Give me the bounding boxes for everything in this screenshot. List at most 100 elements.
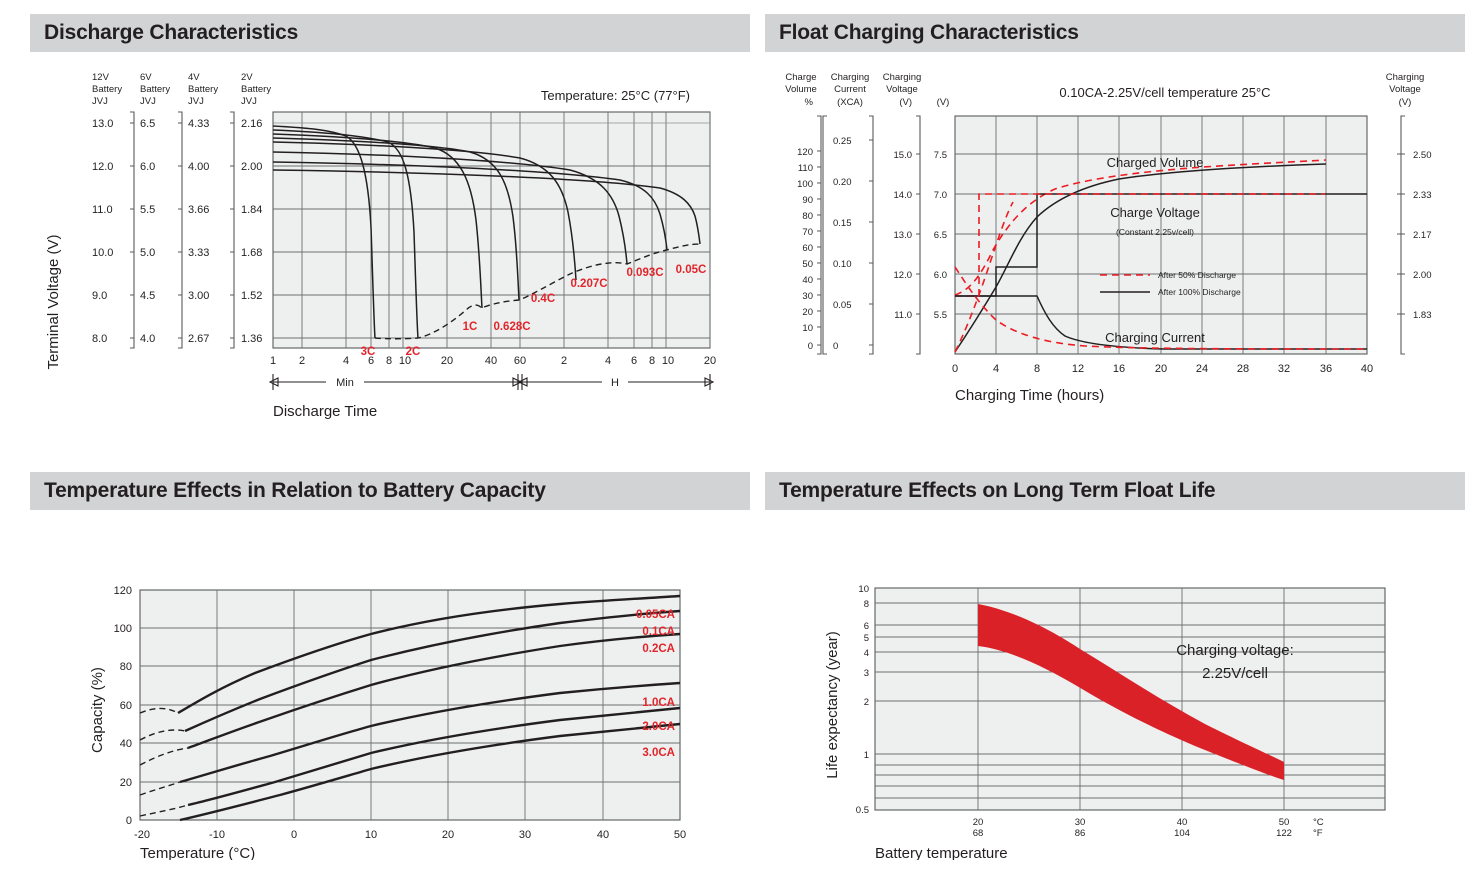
svg-text:6.0: 6.0 — [934, 270, 947, 281]
svg-text:40: 40 — [597, 829, 609, 841]
svg-text:0.628C: 0.628C — [493, 321, 530, 333]
svg-text:0.093C: 0.093C — [626, 267, 663, 279]
svg-text:80: 80 — [120, 661, 132, 673]
svg-text:JVJ: JVJ — [140, 96, 156, 107]
svg-text:(V): (V) — [1399, 97, 1412, 108]
svg-text:1.52: 1.52 — [241, 290, 262, 302]
svg-text:50: 50 — [802, 259, 813, 270]
svg-text:0.25: 0.25 — [833, 136, 852, 147]
panel-discharge: Discharge Characteristics Terminal Volta… — [30, 14, 750, 454]
scale-charging-voltage-6v: (V) 7.5 7.0 6.5 6.0 5.5 — [934, 97, 950, 321]
voltage-scale-4v: 4V Battery JVJ 4.33 4.00 3.66 3.33 3.00 … — [188, 72, 235, 349]
curve-labels-temp-capacity: 0.05CA 0.1CA 0.2CA 1.0CA 2.0CA 3.0CA — [636, 609, 675, 759]
svg-text:8: 8 — [864, 599, 869, 610]
scale-charging-voltage-12v: Charging Voltage (V) 15.0 14.0 13.0 12.0… — [883, 72, 922, 355]
svg-text:8: 8 — [386, 355, 392, 367]
svg-text:0.05: 0.05 — [833, 300, 852, 311]
svg-text:12V: 12V — [92, 72, 110, 83]
axis-label-capacity: Capacity (%) — [89, 667, 106, 753]
chart-temp-capacity: Capacity (%) — [30, 510, 750, 860]
svg-text:Charging: Charging — [883, 72, 922, 83]
svg-text:(V): (V) — [937, 97, 950, 108]
svg-text:(V): (V) — [899, 97, 912, 108]
svg-text:12: 12 — [1072, 363, 1084, 375]
svg-text:50: 50 — [1279, 817, 1290, 828]
panel-float-charging: Float Charging Characteristics Charge Vo… — [765, 14, 1465, 454]
svg-text:30: 30 — [802, 291, 813, 302]
chart-discharge: Terminal Voltage (V) 12V Battery JVJ 13.… — [30, 52, 750, 452]
svg-text:0.05C: 0.05C — [676, 264, 707, 276]
svg-text:32: 32 — [1278, 363, 1290, 375]
svg-text:90: 90 — [802, 195, 813, 206]
svg-text:2: 2 — [299, 355, 305, 367]
svg-text:0: 0 — [833, 341, 838, 352]
voltage-scale-6v: 6V Battery JVJ 6.5 6.0 5.5 5.0 4.5 4.0 — [140, 72, 183, 349]
svg-text:20: 20 — [973, 817, 984, 828]
svg-text:1: 1 — [864, 750, 869, 761]
annotation-charge-voltage: Charge Voltage — [1110, 205, 1200, 220]
plot-annotations-float: Charged Volume Charge Voltage (Constant … — [1105, 155, 1205, 345]
svg-text:6: 6 — [368, 355, 374, 367]
svg-text:2V: 2V — [241, 72, 253, 83]
svg-text:1.0CA: 1.0CA — [642, 697, 675, 709]
svg-text:0.20: 0.20 — [833, 177, 852, 188]
svg-text:80: 80 — [802, 211, 813, 222]
svg-text:%: % — [805, 97, 814, 108]
svg-text:36: 36 — [1320, 363, 1332, 375]
y-axis-ticks-float-life: 10 8 6 5 4 3 2 1 0.5 — [856, 584, 869, 816]
page-title-float-charging: Float Charging Characteristics — [779, 21, 1079, 44]
svg-text:20: 20 — [442, 829, 454, 841]
svg-text:13.0: 13.0 — [92, 118, 113, 130]
panel-header-temp-capacity: Temperature Effects in Relation to Batte… — [30, 472, 750, 510]
svg-text:6.5: 6.5 — [140, 118, 155, 130]
scale-charge-volume: Charge Volume % 120 110 100 90 80 70 60 … — [785, 72, 822, 355]
panel-header-float-charging: Float Charging Characteristics — [765, 14, 1465, 52]
svg-text:2.00: 2.00 — [1413, 270, 1432, 281]
annotation-charging-voltage-floatlife: Charging voltage: 2.25V/cell — [1176, 642, 1294, 682]
plot-area-discharge — [272, 111, 711, 349]
x-axis-ticks-discharge: 1 2 4 6 8 10 20 40 60 2 4 6 8 10 20 — [270, 355, 716, 367]
svg-text:Battery: Battery — [188, 84, 218, 95]
svg-text:13.0: 13.0 — [894, 230, 913, 241]
svg-text:30: 30 — [1075, 817, 1086, 828]
svg-text:60: 60 — [514, 355, 526, 367]
svg-text:0.15: 0.15 — [833, 218, 852, 229]
svg-text:2.67: 2.67 — [188, 333, 209, 345]
svg-text:2.33: 2.33 — [1413, 190, 1432, 201]
scale-charging-current: Charging Current (XCA) 0.25 0.20 0.15 0.… — [822, 72, 874, 355]
axis-label-life-expectancy: Life expectancy (year) — [824, 631, 841, 779]
svg-text:5.5: 5.5 — [934, 310, 947, 321]
svg-text:1.68: 1.68 — [241, 247, 262, 259]
svg-text:3.00: 3.00 — [188, 290, 209, 302]
svg-text:Battery: Battery — [140, 84, 170, 95]
panel-header-float-life: Temperature Effects on Long Term Float L… — [765, 472, 1465, 510]
scale-right-charging-voltage: Charging Voltage (V) 2.50 2.33 2.17 2.00… — [1386, 72, 1432, 355]
svg-text:20: 20 — [704, 355, 716, 367]
svg-text:4.33: 4.33 — [188, 118, 209, 130]
discharge-curves — [272, 125, 701, 340]
svg-text:50: 50 — [674, 829, 686, 841]
svg-text:15.0: 15.0 — [894, 150, 913, 161]
svg-text:28: 28 — [1237, 363, 1249, 375]
svg-text:-20: -20 — [134, 829, 150, 841]
svg-text:1.83: 1.83 — [1413, 310, 1432, 321]
svg-text:Volume: Volume — [785, 84, 817, 95]
svg-text:20: 20 — [802, 307, 813, 318]
svg-text:110: 110 — [798, 163, 813, 174]
svg-text:3.33: 3.33 — [188, 247, 209, 259]
svg-text:4.5: 4.5 — [140, 290, 155, 302]
svg-text:Voltage: Voltage — [1389, 84, 1421, 95]
svg-text:Charge: Charge — [785, 72, 816, 83]
svg-text:120: 120 — [797, 147, 813, 158]
x-axis-ticks-temp-capacity: -20 -10 0 10 20 30 40 50 — [134, 829, 686, 841]
axis-label-charging-time: Charging Time (hours) — [955, 387, 1104, 404]
svg-text:40: 40 — [1177, 817, 1188, 828]
life-expectancy-band — [978, 604, 1284, 780]
svg-text:6V: 6V — [140, 72, 152, 83]
range-label-min: Min — [336, 377, 354, 389]
svg-text:4: 4 — [605, 355, 611, 367]
svg-text:0.10: 0.10 — [833, 259, 852, 270]
svg-text:7.5: 7.5 — [934, 150, 947, 161]
svg-text:10: 10 — [858, 584, 869, 595]
svg-text:2.25V/cell: 2.25V/cell — [1202, 665, 1268, 682]
